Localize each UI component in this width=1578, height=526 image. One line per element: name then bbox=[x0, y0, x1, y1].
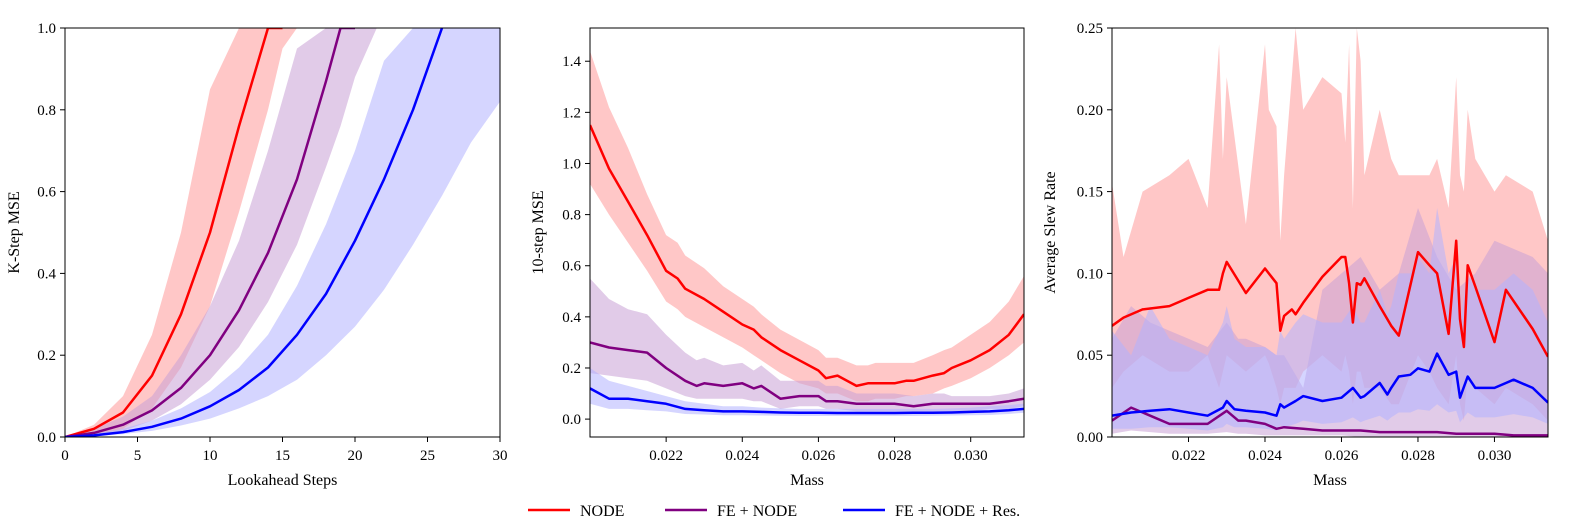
y-tick-label: 0.8 bbox=[37, 103, 56, 119]
y-tick-label: 1.0 bbox=[37, 21, 56, 37]
band-fe-node-res bbox=[590, 368, 1024, 416]
x-tick-label: 20 bbox=[348, 448, 363, 464]
y-tick-label: 0.25 bbox=[1077, 21, 1103, 37]
panel-3-bands bbox=[1112, 28, 1548, 437]
panel-2-ylabel: 10-step MSE bbox=[530, 191, 547, 275]
panel-3-xlabel: Mass bbox=[1313, 472, 1347, 489]
x-tick-label: 0.024 bbox=[1248, 448, 1282, 464]
panel-1-lines bbox=[65, 28, 444, 437]
x-tick-label: 5 bbox=[134, 448, 142, 464]
band-fe-node bbox=[590, 278, 1024, 412]
band-fe-node-res bbox=[1112, 208, 1548, 431]
panel-2-ticks: 0.022 0.024 0.026 0.028 0.030 0.0 0.2 0.4 0.6 0.8… bbox=[562, 54, 987, 464]
x-tick-label: 10 bbox=[203, 448, 218, 464]
panel-1-bands bbox=[65, 28, 500, 437]
y-tick-label: 0.8 bbox=[562, 208, 581, 224]
y-tick-label: 0.00 bbox=[1077, 430, 1103, 446]
line-fe-node-res bbox=[1112, 352, 1548, 417]
line-node bbox=[1112, 239, 1548, 358]
x-tick-label: 0 bbox=[61, 448, 69, 464]
panel-3-ylabel: Average Slew Rate bbox=[1042, 171, 1059, 293]
x-tick-label: 0.022 bbox=[1172, 448, 1206, 464]
x-tick-label: 0.030 bbox=[1478, 448, 1512, 464]
y-tick-label: 1.0 bbox=[562, 156, 581, 172]
panel-1-frame bbox=[64, 27, 501, 438]
panel-2-bands bbox=[590, 51, 1024, 416]
legend: NODE FE + NODE FE + NODE + Res. bbox=[528, 503, 1020, 520]
panel-1-ticks: 0 5 10 15 20 25 30 0.0 0.2 0.4 0.6 0.8 1.0 bbox=[37, 21, 507, 464]
x-tick-label: 0.028 bbox=[878, 448, 912, 464]
y-tick-label: 1.2 bbox=[562, 105, 581, 121]
panel-1-ylabel: K-Step MSE bbox=[6, 191, 23, 273]
panel-average-slew-rate: 0.022 0.024 0.026 0.028 0.030 0.00 0.05 0.10 0.1… bbox=[1042, 21, 1549, 489]
y-tick-label: 1.4 bbox=[562, 54, 581, 70]
line-fe-node bbox=[1112, 406, 1548, 437]
panel-3-frame bbox=[1111, 27, 1549, 438]
panel-2-xlabel: Mass bbox=[790, 472, 824, 489]
line-fe-node-res bbox=[65, 28, 444, 437]
x-tick-label: 30 bbox=[493, 448, 508, 464]
y-tick-label: 0.0 bbox=[37, 430, 56, 446]
panel-10-step-mse: 0.022 0.024 0.026 0.028 0.030 0.0 0.2 0.4 0.6 0.8… bbox=[530, 27, 1025, 489]
y-tick-label: 0.4 bbox=[562, 310, 581, 326]
panel-k-step-mse: 0 5 10 15 20 25 30 0.0 0.2 0.4 0.6 0.8 1.0 Lookahead… bbox=[6, 21, 508, 489]
band-node bbox=[590, 51, 1024, 402]
line-node bbox=[590, 124, 1024, 388]
line-fe-node bbox=[65, 28, 355, 437]
y-tick-label: 0.6 bbox=[562, 259, 581, 275]
legend-label-fe-node: FE + NODE bbox=[717, 503, 797, 520]
y-tick-label: 0.2 bbox=[562, 361, 581, 377]
y-tick-label: 0.05 bbox=[1077, 348, 1103, 364]
band-fe-node bbox=[65, 28, 377, 437]
x-tick-label: 0.026 bbox=[1325, 448, 1359, 464]
x-tick-label: 25 bbox=[420, 448, 435, 464]
y-tick-label: 0.2 bbox=[37, 348, 56, 364]
y-tick-label: 0.15 bbox=[1077, 185, 1103, 201]
band-fe-node-res bbox=[65, 28, 500, 437]
x-tick-label: 0.030 bbox=[954, 448, 988, 464]
line-fe-node-res bbox=[590, 387, 1024, 415]
y-tick-label: 0.0 bbox=[562, 412, 581, 428]
x-tick-label: 0.026 bbox=[802, 448, 836, 464]
panel-3-ticks: 0.022 0.024 0.026 0.028 0.030 0.00 0.05 0.10 0.1… bbox=[1077, 21, 1512, 464]
x-tick-label: 15 bbox=[275, 448, 290, 464]
panel-2-lines bbox=[590, 124, 1024, 415]
x-tick-label: 0.022 bbox=[649, 448, 683, 464]
y-tick-label: 0.20 bbox=[1077, 103, 1103, 119]
y-tick-label: 0.10 bbox=[1077, 266, 1103, 282]
panel-3-lines bbox=[1112, 239, 1548, 437]
legend-label-node: NODE bbox=[580, 503, 624, 520]
line-fe-node bbox=[590, 341, 1024, 408]
y-tick-label: 0.4 bbox=[37, 266, 56, 282]
y-tick-label: 0.6 bbox=[37, 185, 56, 201]
panel-1-xlabel: Lookahead Steps bbox=[228, 472, 338, 489]
line-node bbox=[65, 28, 283, 437]
x-tick-label: 0.024 bbox=[725, 448, 759, 464]
x-tick-label: 0.028 bbox=[1401, 448, 1435, 464]
legend-label-fe-node-res: FE + NODE + Res. bbox=[895, 503, 1020, 520]
panel-2-frame bbox=[589, 27, 1025, 438]
